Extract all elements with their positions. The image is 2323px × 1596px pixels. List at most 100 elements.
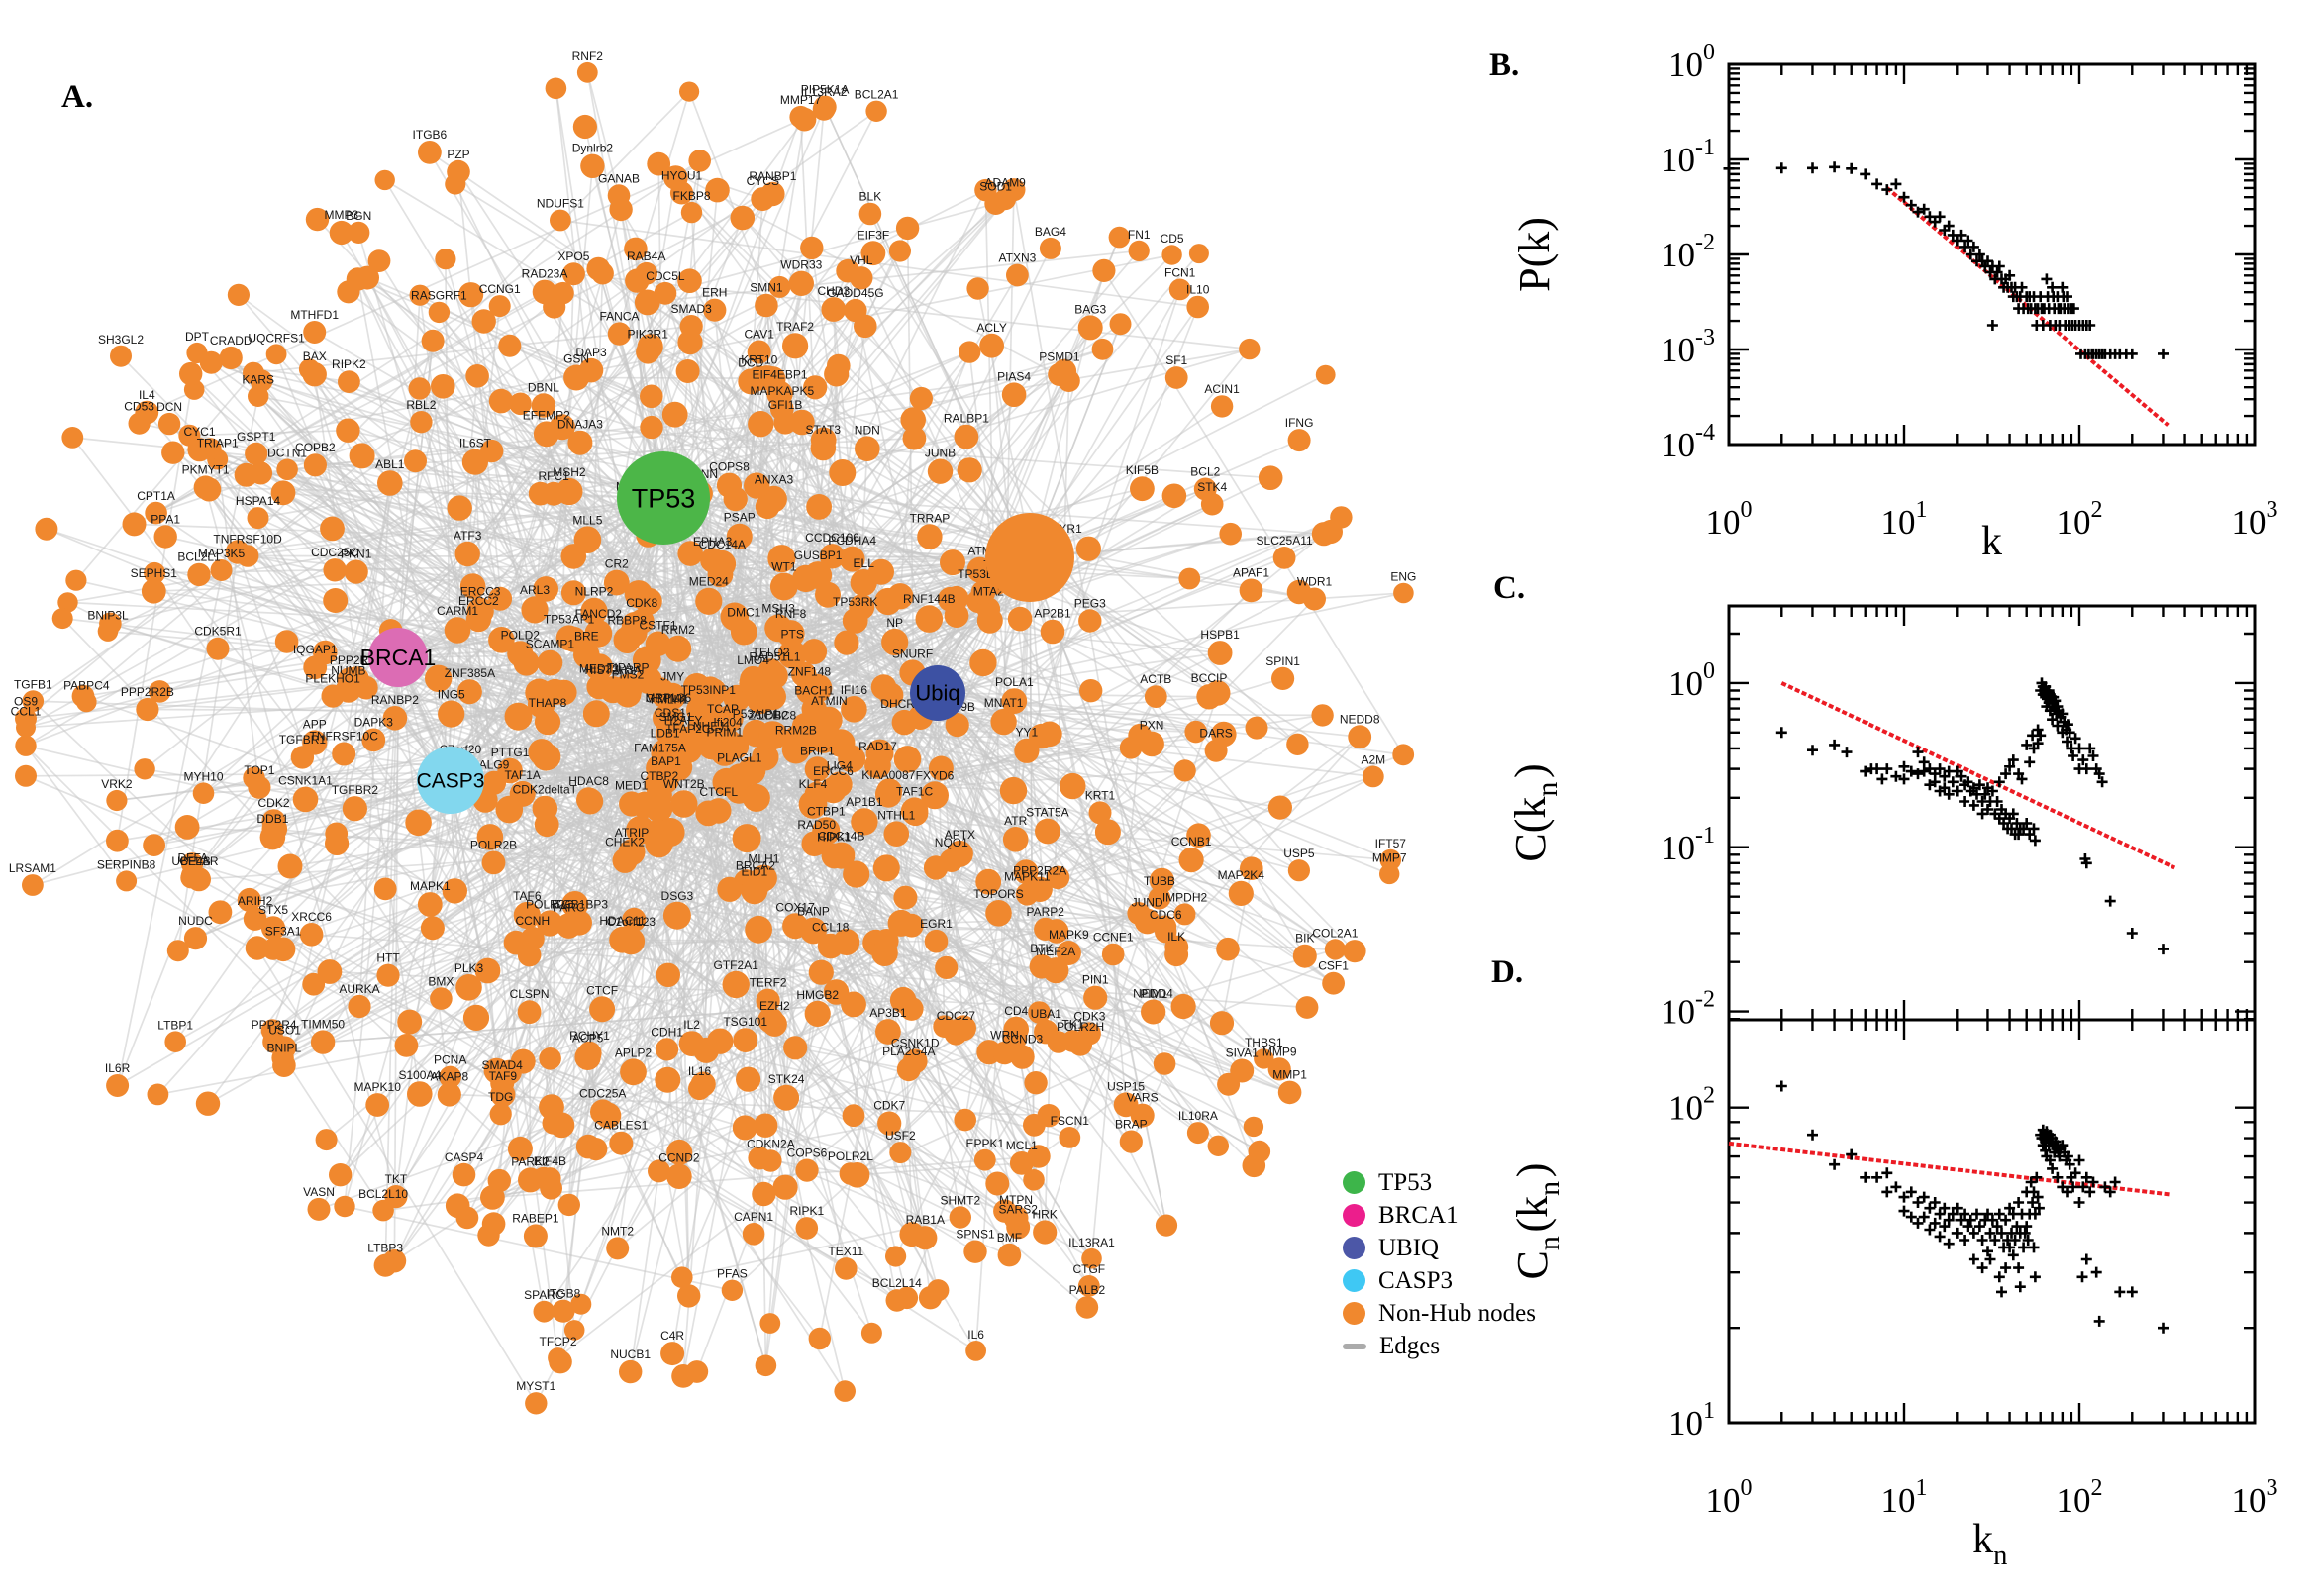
network-node <box>509 392 532 416</box>
network-node <box>730 205 756 231</box>
network-node <box>97 621 119 642</box>
gene-label: CTBP2 <box>640 769 678 783</box>
gene-label: TNFRSF10D <box>213 532 282 546</box>
gene-label: KIF5B <box>1126 463 1159 477</box>
network-node <box>871 940 898 966</box>
network-node <box>549 1349 572 1374</box>
gene-label: CRADD <box>210 334 252 348</box>
network-node <box>545 77 567 100</box>
network-node <box>1267 795 1292 820</box>
network-node <box>192 782 215 804</box>
network-node <box>634 289 660 316</box>
gene-label: PIM1 <box>1140 987 1167 1001</box>
network-node <box>1315 364 1336 385</box>
gene-label: CTCFL <box>699 785 738 799</box>
network-node <box>745 915 772 944</box>
gene-label: P53AIP1 <box>733 707 780 721</box>
gene-label: RBBP8 <box>608 614 648 628</box>
network-node <box>669 790 698 818</box>
network-node <box>106 829 129 852</box>
gene-label: CDK2 <box>257 796 289 810</box>
gene-label: TDG <box>488 1090 513 1104</box>
tick-label: 10-4 <box>1661 420 1715 464</box>
network-node <box>959 341 981 363</box>
network-node <box>748 411 774 438</box>
network-node <box>829 459 857 486</box>
legend-item-edges: Edges <box>1343 1330 1536 1362</box>
network-node <box>742 783 770 812</box>
network-node <box>144 561 166 584</box>
gene-label: TFCP2 <box>539 1335 576 1348</box>
gene-label: VARS <box>1127 1091 1159 1105</box>
network-node <box>303 321 327 344</box>
gene-label: MED1 <box>615 779 649 793</box>
network-node <box>808 1327 831 1350</box>
gene-label: EFEMP2 <box>523 408 570 422</box>
gene-label: MNAT1 <box>984 696 1024 710</box>
gene-label: MTPN <box>999 1193 1033 1207</box>
network-node <box>913 1226 938 1250</box>
network-node <box>589 996 616 1023</box>
gene-label: TP53INP1 <box>681 683 737 697</box>
gene-label: IL13RA1 <box>1068 1236 1115 1249</box>
network-node <box>409 284 431 306</box>
gene-label: PARK2 <box>511 1154 550 1168</box>
gene-label: SHMT2 <box>940 1193 980 1207</box>
network-node <box>480 1185 505 1210</box>
gene-label: MEF2A <box>1036 945 1075 958</box>
network-node <box>361 728 386 752</box>
network-node <box>1079 679 1103 703</box>
tick-label: 10-3 <box>1661 325 1715 369</box>
gene-label: CDC6 <box>1150 908 1182 922</box>
gene-label: RAB4A <box>627 249 665 263</box>
network-node <box>186 342 208 364</box>
gene-label: CSF1 <box>1318 959 1349 973</box>
network-node <box>677 268 702 294</box>
network-node <box>193 475 218 500</box>
network-node <box>945 713 969 738</box>
network-node <box>1027 1145 1051 1168</box>
gene-label: GSN <box>563 352 589 366</box>
gene-label: CASP4 <box>445 1150 484 1164</box>
gene-label: CCNH <box>515 914 550 928</box>
gene-label: MMP7 <box>1372 851 1407 865</box>
network-node <box>376 963 400 987</box>
network-node <box>1139 731 1164 757</box>
gene-label: ATRIP <box>615 826 649 840</box>
network-node <box>1245 716 1268 740</box>
gene-label: TOP1 <box>244 763 274 777</box>
network-node <box>607 184 631 207</box>
gene-label: SPARC <box>524 1288 564 1302</box>
gene-label: LTBP3 <box>367 1242 403 1255</box>
network-node <box>885 1246 907 1267</box>
gene-label: HRK <box>1033 1207 1058 1221</box>
gene-label: SPIN1 <box>1265 654 1300 668</box>
network-node <box>1240 856 1263 880</box>
legend-item-nonhub: Non-Hub nodes <box>1343 1297 1536 1330</box>
casp3-swatch-icon <box>1343 1269 1365 1292</box>
gene-label: ZCCHC8 <box>749 708 797 722</box>
gene-label: TRIAP1 <box>197 437 239 450</box>
gene-label: GANAB <box>598 171 640 185</box>
network-node <box>671 1364 695 1388</box>
legend-item-casp3: CASP3 <box>1343 1264 1536 1297</box>
gene-label: CCL1 <box>11 705 42 719</box>
network-node <box>556 625 582 651</box>
network-node <box>523 1224 548 1248</box>
network-node <box>663 165 688 190</box>
gene-label: ITGB6 <box>413 128 448 142</box>
gene-label: MLL5 <box>572 513 602 527</box>
network-node <box>874 780 902 808</box>
network-node <box>875 1019 901 1045</box>
gene-label: PXN <box>1140 719 1164 733</box>
network-node <box>521 596 549 624</box>
gene-label: PKMYT1 <box>182 462 230 476</box>
gene-label: HSPB1 <box>1200 628 1240 642</box>
network-node <box>975 868 1002 895</box>
network-node <box>645 631 671 657</box>
gene-label: STX5 <box>258 903 288 917</box>
network-node <box>1267 1057 1291 1081</box>
gene-label: BAP1 <box>651 754 681 768</box>
network-node <box>821 297 847 322</box>
gene-label: BACH1 <box>794 684 834 698</box>
